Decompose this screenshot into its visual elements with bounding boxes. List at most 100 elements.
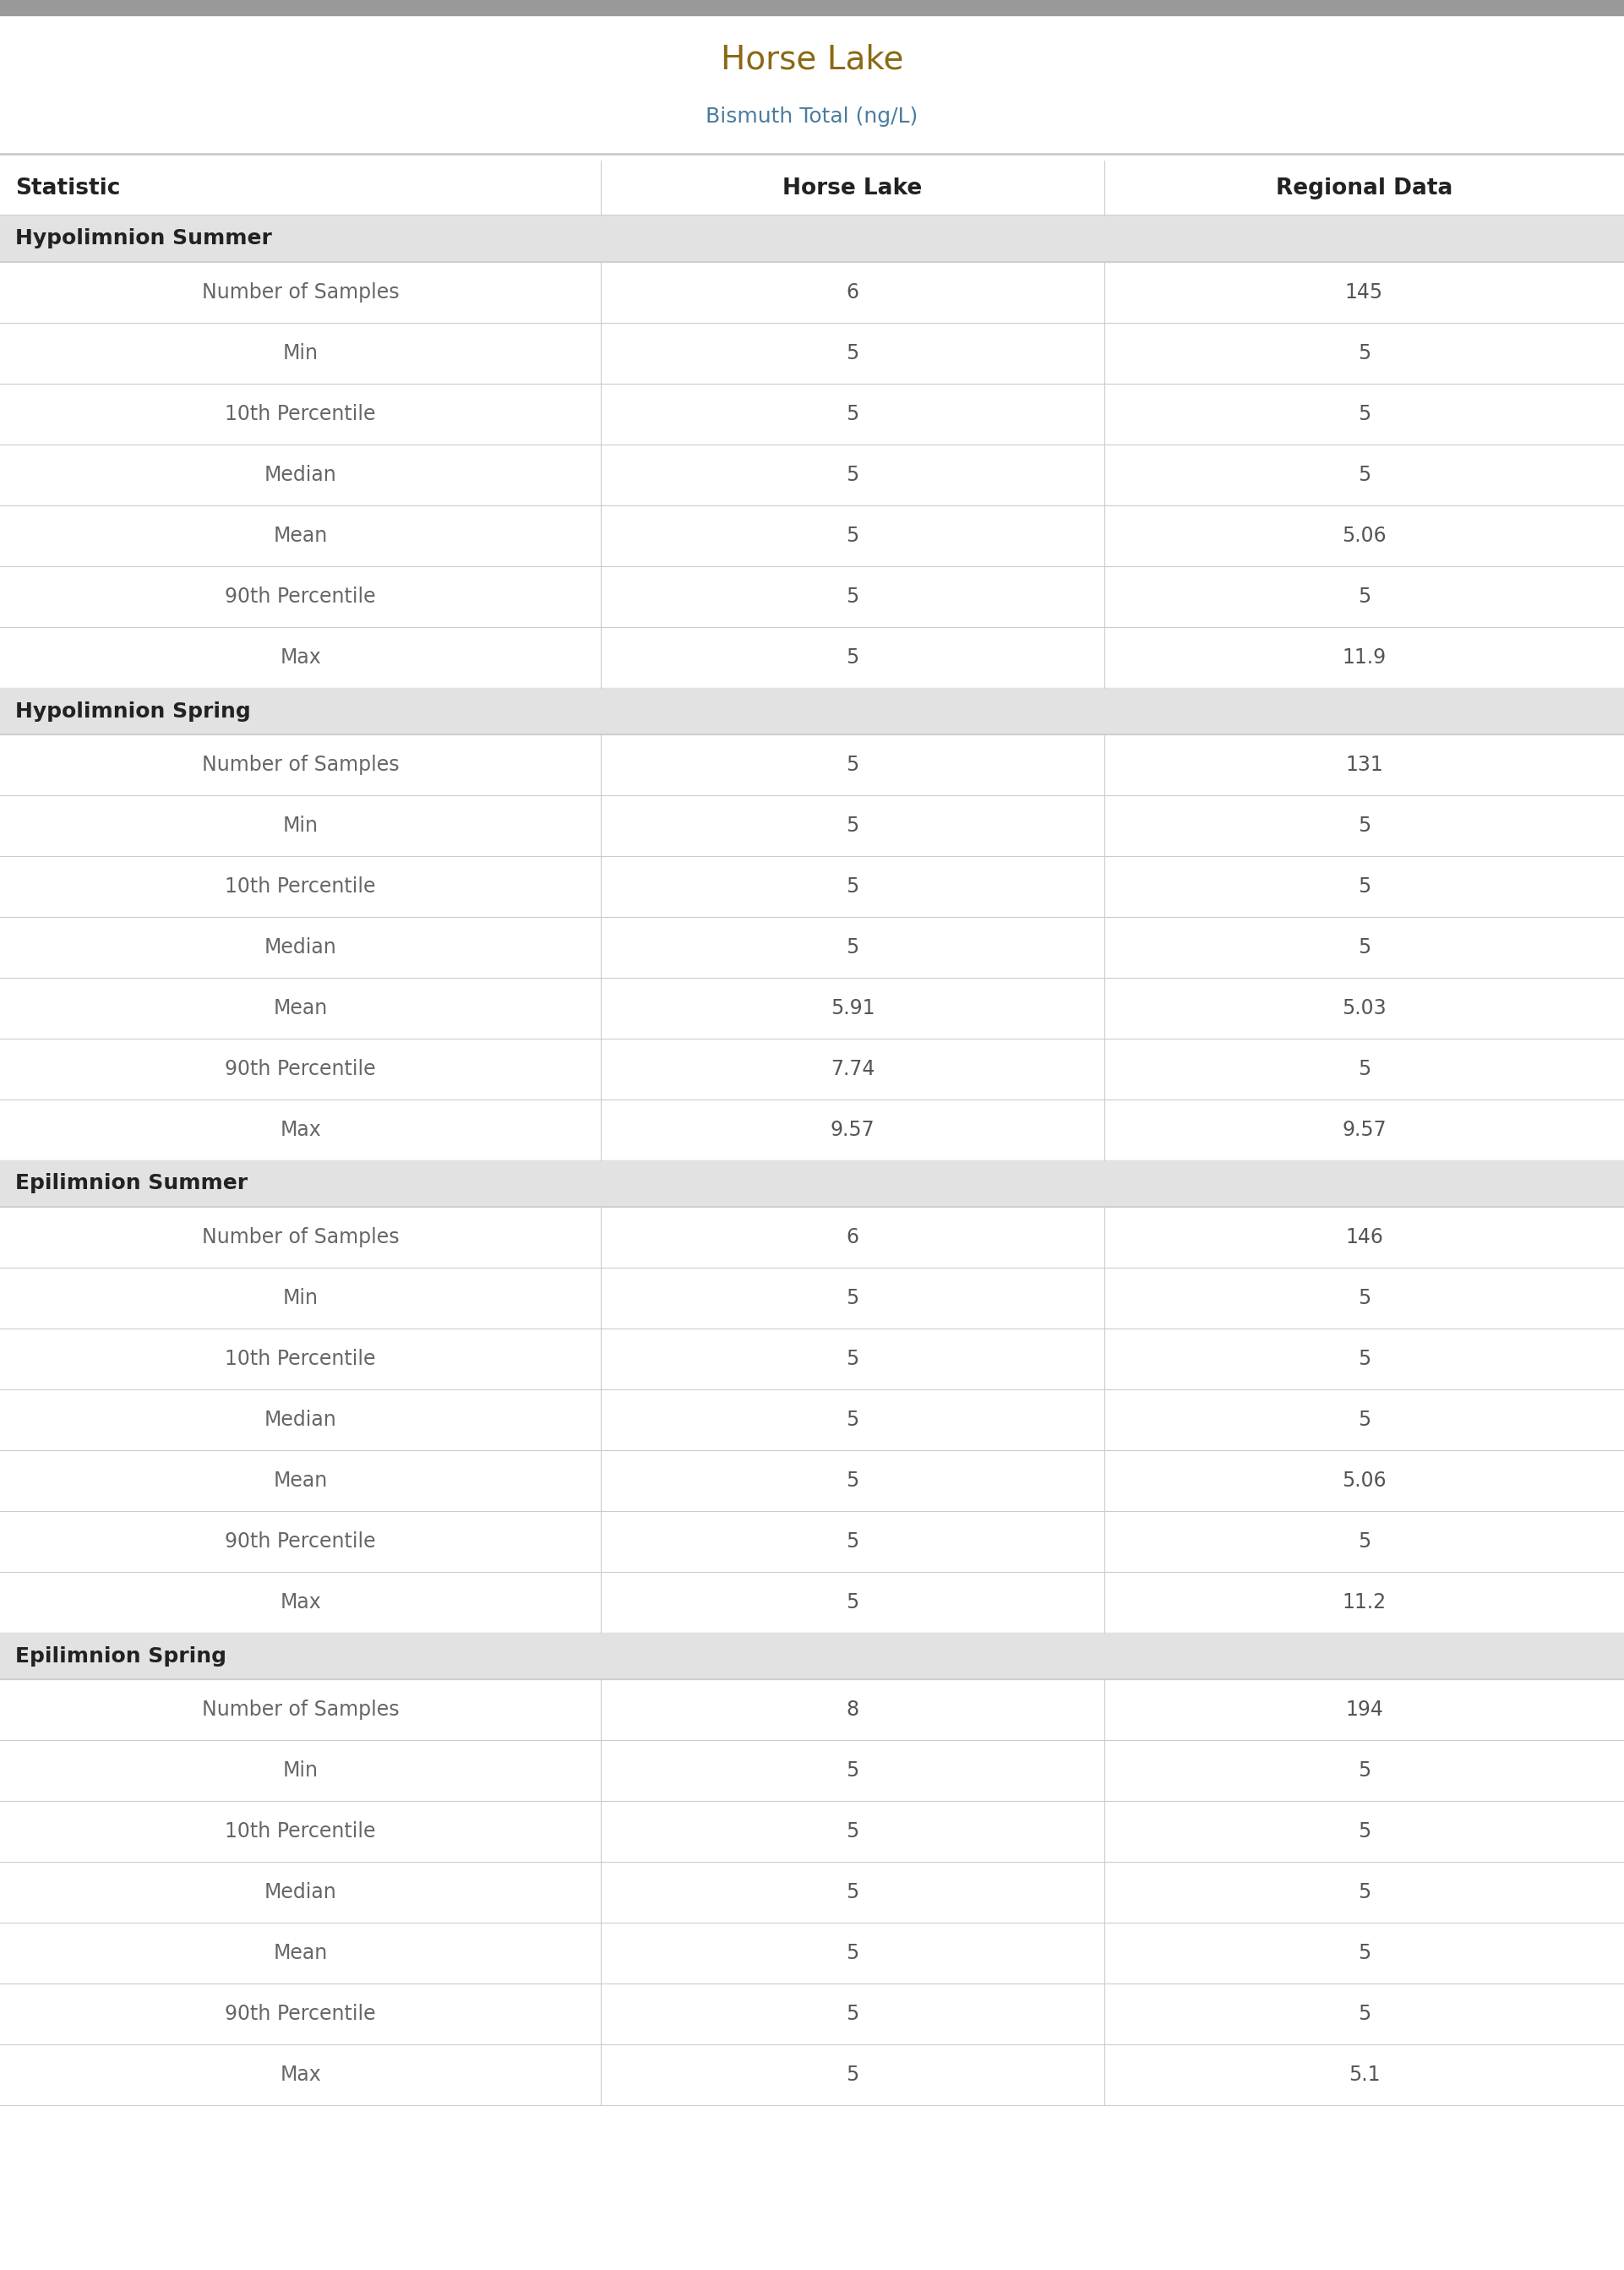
Bar [0, 1267, 1624, 1328]
Text: 5: 5 [846, 404, 859, 424]
Text: 90th Percentile: 90th Percentile [226, 2004, 375, 2025]
Text: 5: 5 [1358, 1532, 1371, 1553]
Text: 5: 5 [846, 1410, 859, 1430]
Bar [0, 445, 1624, 506]
Bar [0, 1861, 1624, 1923]
Text: 9.57: 9.57 [830, 1119, 875, 1140]
Text: 5: 5 [1358, 1821, 1371, 1841]
Text: 5: 5 [1358, 938, 1371, 958]
Text: 10th Percentile: 10th Percentile [226, 876, 375, 897]
Text: 5: 5 [1358, 815, 1371, 835]
Text: Epilimnion Spring: Epilimnion Spring [15, 1646, 226, 1666]
Text: 5.06: 5.06 [1341, 527, 1387, 547]
Text: 5: 5 [846, 586, 859, 606]
Text: 5.1: 5.1 [1348, 2066, 1380, 2084]
Text: Horse Lake: Horse Lake [783, 177, 922, 200]
Bar [0, 161, 1624, 216]
Text: 90th Percentile: 90th Percentile [226, 586, 375, 606]
Text: Median: Median [265, 1410, 336, 1430]
Text: 5: 5 [846, 1882, 859, 1902]
Text: 5.06: 5.06 [1341, 1471, 1387, 1491]
Text: Min: Min [283, 343, 318, 363]
Text: 5: 5 [1358, 2004, 1371, 2025]
Bar [0, 322, 1624, 384]
Text: Max: Max [279, 1119, 322, 1140]
Text: Mean: Mean [273, 1471, 328, 1491]
Text: 145: 145 [1345, 281, 1384, 302]
Text: Hypolimnion Spring: Hypolimnion Spring [15, 701, 250, 722]
Bar [0, 1040, 1624, 1099]
Text: Median: Median [265, 465, 336, 486]
Bar [0, 216, 1624, 261]
Text: 5: 5 [1358, 1943, 1371, 1964]
Bar [0, 1632, 1624, 1680]
Text: 5: 5 [846, 1591, 859, 1612]
Text: Mean: Mean [273, 1943, 328, 1964]
Text: Median: Median [265, 1882, 336, 1902]
Text: 5: 5 [846, 465, 859, 486]
Text: 6: 6 [846, 281, 859, 302]
Text: Number of Samples: Number of Samples [201, 1228, 400, 1249]
Text: 131: 131 [1345, 754, 1384, 774]
Text: 10th Percentile: 10th Percentile [226, 404, 375, 424]
Text: 5: 5 [846, 2066, 859, 2084]
Bar [0, 1741, 1624, 1800]
Bar [0, 1160, 1624, 1208]
Text: 5: 5 [1358, 1348, 1371, 1369]
Text: Number of Samples: Number of Samples [201, 1700, 400, 1721]
Text: 5: 5 [846, 1821, 859, 1841]
Text: 5.91: 5.91 [830, 999, 875, 1019]
Text: Epilimnion Summer: Epilimnion Summer [15, 1174, 248, 1194]
Text: 5: 5 [1358, 465, 1371, 486]
Text: 90th Percentile: 90th Percentile [226, 1058, 375, 1078]
Text: 5: 5 [1358, 1410, 1371, 1430]
Text: Max: Max [279, 1591, 322, 1612]
Bar [0, 261, 1624, 322]
Text: 5: 5 [1358, 1058, 1371, 1078]
Text: Median: Median [265, 938, 336, 958]
Text: Max: Max [279, 647, 322, 667]
Bar [0, 1571, 1624, 1632]
Bar [0, 1512, 1624, 1571]
Bar [0, 794, 1624, 856]
Text: 5: 5 [846, 1471, 859, 1491]
Bar [0, 917, 1624, 978]
Bar [0, 1451, 1624, 1512]
Text: Min: Min [283, 1287, 318, 1308]
Text: Regional Data: Regional Data [1276, 177, 1452, 200]
Text: 11.9: 11.9 [1341, 647, 1387, 667]
Text: Min: Min [283, 815, 318, 835]
Text: 5: 5 [846, 815, 859, 835]
Text: Min: Min [283, 1762, 318, 1780]
Bar [0, 1680, 1624, 1741]
Bar [0, 0, 1624, 16]
Text: 11.2: 11.2 [1341, 1591, 1387, 1612]
Bar [0, 1389, 1624, 1451]
Bar [0, 1800, 1624, 1861]
Text: 5: 5 [846, 1943, 859, 1964]
Text: Horse Lake: Horse Lake [721, 43, 903, 75]
Text: 5: 5 [1358, 1762, 1371, 1780]
Text: Bismuth Total (ng/L): Bismuth Total (ng/L) [706, 107, 918, 127]
Text: 5: 5 [846, 1532, 859, 1553]
Text: 90th Percentile: 90th Percentile [226, 1532, 375, 1553]
Bar [0, 688, 1624, 735]
Text: 5: 5 [1358, 404, 1371, 424]
Text: Max: Max [279, 2066, 322, 2084]
Text: 10th Percentile: 10th Percentile [226, 1348, 375, 1369]
Text: 8: 8 [846, 1700, 859, 1721]
Bar [0, 735, 1624, 794]
Text: 5: 5 [1358, 1287, 1371, 1308]
Bar [0, 1099, 1624, 1160]
Text: 5.03: 5.03 [1341, 999, 1387, 1019]
Text: 5: 5 [846, 1762, 859, 1780]
Text: 5: 5 [1358, 1882, 1371, 1902]
Bar [0, 2045, 1624, 2104]
Bar [0, 506, 1624, 565]
Bar [0, 384, 1624, 445]
Text: 5: 5 [846, 343, 859, 363]
Text: 9.57: 9.57 [1341, 1119, 1387, 1140]
Text: 5: 5 [1358, 343, 1371, 363]
Text: 5: 5 [846, 527, 859, 547]
Text: 194: 194 [1345, 1700, 1384, 1721]
